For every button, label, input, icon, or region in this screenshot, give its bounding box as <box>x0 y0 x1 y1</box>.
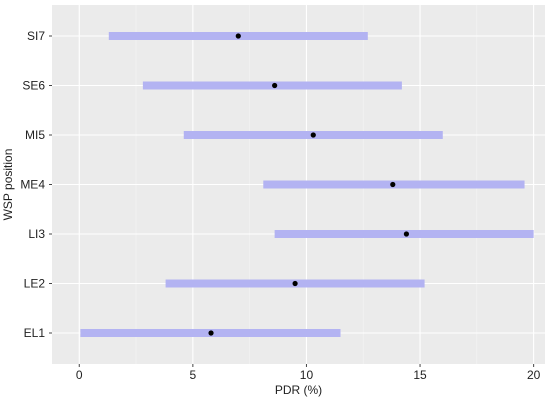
y-tick-label: MI5 <box>25 128 45 142</box>
x-tick-label: 10 <box>300 368 314 382</box>
mean-point-LE2 <box>292 280 298 287</box>
mean-point-MI5 <box>310 132 316 138</box>
x-tick-label: 20 <box>527 368 541 382</box>
y-tick-label: ME4 <box>20 178 45 192</box>
x-tick-label: 15 <box>413 368 427 382</box>
y-tick-label: SI7 <box>27 29 45 43</box>
mark-layer <box>80 32 534 337</box>
y-tick-label: SE6 <box>22 79 45 93</box>
mean-point-SE6 <box>272 82 278 89</box>
mean-point-EL1 <box>208 330 214 336</box>
mean-point-ME4 <box>390 181 396 188</box>
mean-point-LI3 <box>403 231 410 237</box>
x-axis-title: PDR (%) <box>275 383 322 397</box>
y-tick-label: LI3 <box>28 227 45 241</box>
y-tick-label: EL1 <box>24 326 46 340</box>
x-tick-label: 0 <box>76 368 83 382</box>
y-tick-label: LE2 <box>24 277 46 291</box>
mean-point-SI7 <box>235 33 241 39</box>
y-axis-title: WSP position <box>1 149 15 221</box>
x-tick-label: 5 <box>190 368 197 382</box>
tick-layer: 0 5 10 15 20 EL1 LE2 LI3 ME4 MI5 SE6 SI7 <box>20 29 540 382</box>
